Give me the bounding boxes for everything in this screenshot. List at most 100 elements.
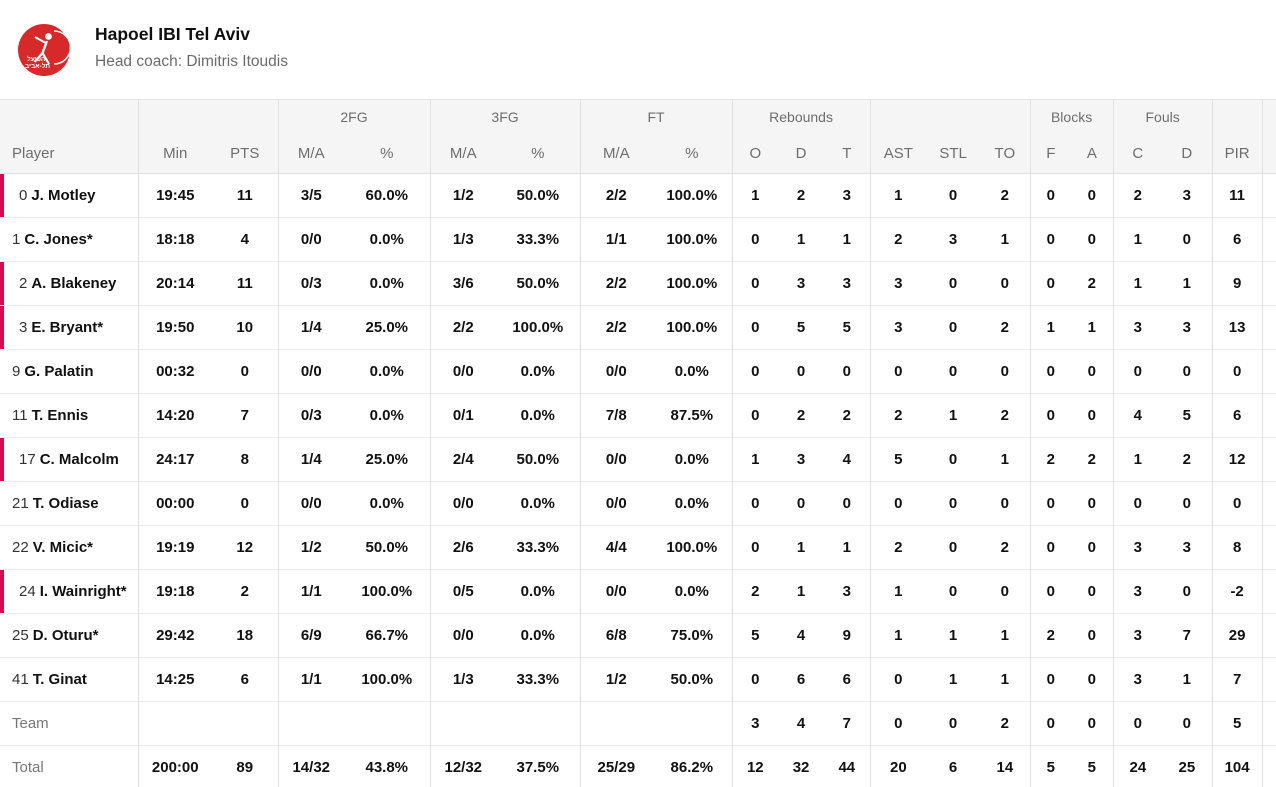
player-name[interactable]: E. Bryant*: [31, 319, 104, 336]
player-cell: 1 C. Jones*: [0, 217, 138, 262]
table-edge-spacer: [1261, 437, 1276, 482]
stat-pts: 2: [212, 569, 278, 614]
stat-foul_c: 3: [1112, 569, 1163, 614]
stat-foul_c: 0: [1112, 701, 1163, 746]
stat-to: 2: [980, 305, 1031, 350]
stat-two_ma: 14/32: [277, 745, 344, 787]
team-label: Team: [12, 715, 49, 732]
stat-reb_d: 1: [778, 217, 825, 262]
stat-min: 19:18: [137, 569, 212, 614]
player-name[interactable]: G. Palatin: [24, 363, 94, 380]
col-header-3fg-pct: %: [496, 133, 581, 174]
col-header-reb-d: D: [778, 133, 825, 174]
stat-stl: 0: [926, 261, 981, 306]
team-text: Hapoel IBI Tel Aviv Head coach: Dimitris…: [0, 0, 1276, 71]
table-edge-spacer: [1261, 261, 1276, 306]
stat-blk_a: 0: [1071, 569, 1114, 614]
stat-reb_d: 0: [778, 349, 825, 394]
stat-three_ma: 0/0: [429, 613, 497, 658]
stat-two_pct: 25.0%: [344, 305, 431, 350]
group-header-ft: FT: [579, 99, 733, 134]
player-name[interactable]: D. Oturu*: [32, 627, 99, 644]
stat-two_pct: 25.0%: [344, 437, 431, 482]
stat-min: 20:14: [137, 261, 212, 306]
on-court-indicator: [0, 174, 4, 217]
stat-three_ma: 2/6: [429, 525, 497, 570]
stat-two_ma: 0/0: [277, 349, 344, 394]
stat-blk_f: 0: [1029, 657, 1072, 702]
stat-pts: 0: [212, 349, 278, 394]
stat-foul_d: 1: [1162, 657, 1213, 702]
player-cell: 25 D. Oturu*: [0, 613, 138, 658]
stat-three_ma: [429, 701, 497, 746]
player-name[interactable]: V. Micic*: [32, 539, 94, 556]
table-edge-spacer: [1261, 569, 1276, 614]
stat-ft_pct: [652, 701, 733, 746]
stat-min: 24:17: [137, 437, 212, 482]
stat-ft_ma: [579, 701, 653, 746]
player-row: 2 A. Blakeney 20:14 11 0/3 0.0% 3/6 50.0% 2/2 100…: [0, 261, 1276, 306]
stat-blk_f: 0: [1029, 349, 1072, 394]
stat-stl: 6: [926, 745, 981, 787]
col-header-2fg-pct: %: [344, 133, 431, 174]
stat-three_pct: 50.0%: [496, 437, 581, 482]
stat-ast: 3: [869, 261, 927, 306]
player-name[interactable]: C. Malcolm: [39, 451, 119, 468]
stat-two_ma: 3/5: [277, 173, 344, 218]
stat-foul_c: 2: [1112, 173, 1163, 218]
stat-reb_o: 2: [731, 569, 779, 614]
col-header-reb-o: O: [731, 133, 779, 174]
stat-min: 19:50: [137, 305, 212, 350]
stat-min: 00:32: [137, 349, 212, 394]
stat-two_pct: 0.0%: [344, 261, 431, 306]
stat-ft_pct: 0.0%: [652, 349, 733, 394]
table-edge-spacer: [1261, 349, 1276, 394]
stat-three_ma: 0/0: [429, 481, 497, 526]
stat-ft_ma: 25/29: [579, 745, 653, 787]
stat-three_ma: 1/3: [429, 217, 497, 262]
stat-stl: 0: [926, 701, 981, 746]
player-row: 17 C. Malcolm 24:17 8 1/4 25.0% 2/4 50.0% 0/0 0.0…: [0, 437, 1276, 482]
stat-ft_ma: 4/4: [579, 525, 653, 570]
player-name[interactable]: C. Jones*: [24, 231, 93, 248]
stat-to: 1: [980, 437, 1031, 482]
player-cell: 21 T. Odiase: [0, 481, 138, 526]
stat-pir: 29: [1211, 613, 1263, 658]
stat-three_pct: 100.0%: [496, 305, 581, 350]
table-edge-spacer: [1261, 657, 1276, 702]
stat-two_ma: 0/3: [277, 393, 344, 438]
on-court-indicator: [0, 570, 4, 613]
stat-min: 29:42: [137, 613, 212, 658]
stat-stl: 0: [926, 569, 981, 614]
stat-blk_f: 2: [1029, 437, 1072, 482]
player-cell: 11 T. Ennis: [0, 393, 138, 438]
stat-three_pct: 33.3%: [496, 657, 581, 702]
stat-ast: 3: [869, 305, 927, 350]
stat-foul_d: 0: [1162, 349, 1213, 394]
player-name[interactable]: A. Blakeney: [31, 275, 117, 292]
player-name[interactable]: J. Motley: [31, 187, 96, 204]
stat-to: 0: [980, 569, 1031, 614]
col-header-ft-ma: M/A: [579, 133, 653, 174]
stat-blk_a: 0: [1071, 173, 1114, 218]
player-name[interactable]: I. Wainright*: [39, 583, 127, 600]
player-name[interactable]: T. Ennis: [31, 407, 89, 424]
player-row: 11 T. Ennis 14:20 7 0/3 0.0% 0/1 0.0% 7/8 87.5% 0 2…: [0, 393, 1276, 438]
stat-reb_t: 3: [824, 569, 871, 614]
stat-reb_o: 1: [731, 173, 779, 218]
stat-ft_pct: 100.0%: [652, 261, 733, 306]
stat-to: 0: [980, 481, 1031, 526]
player-name[interactable]: T. Odiase: [32, 495, 99, 512]
stat-three_pct: 0.0%: [496, 613, 581, 658]
total-label-cell: Total: [0, 745, 138, 787]
stat-three_pct: 0.0%: [496, 569, 581, 614]
stat-two_ma: 1/1: [277, 569, 344, 614]
stat-ft_ma: 0/0: [579, 349, 653, 394]
player-name[interactable]: T. Ginat: [32, 671, 87, 688]
stat-to: 2: [980, 701, 1031, 746]
stat-to: 1: [980, 217, 1031, 262]
player-cell: 9 G. Palatin: [0, 349, 138, 394]
player-row: 41 T. Ginat 14:25 6 1/1 100.0% 1/3 33.3% 1/2 50.0…: [0, 657, 1276, 702]
player-number: 41: [12, 671, 29, 688]
stat-ast: 1: [869, 613, 927, 658]
